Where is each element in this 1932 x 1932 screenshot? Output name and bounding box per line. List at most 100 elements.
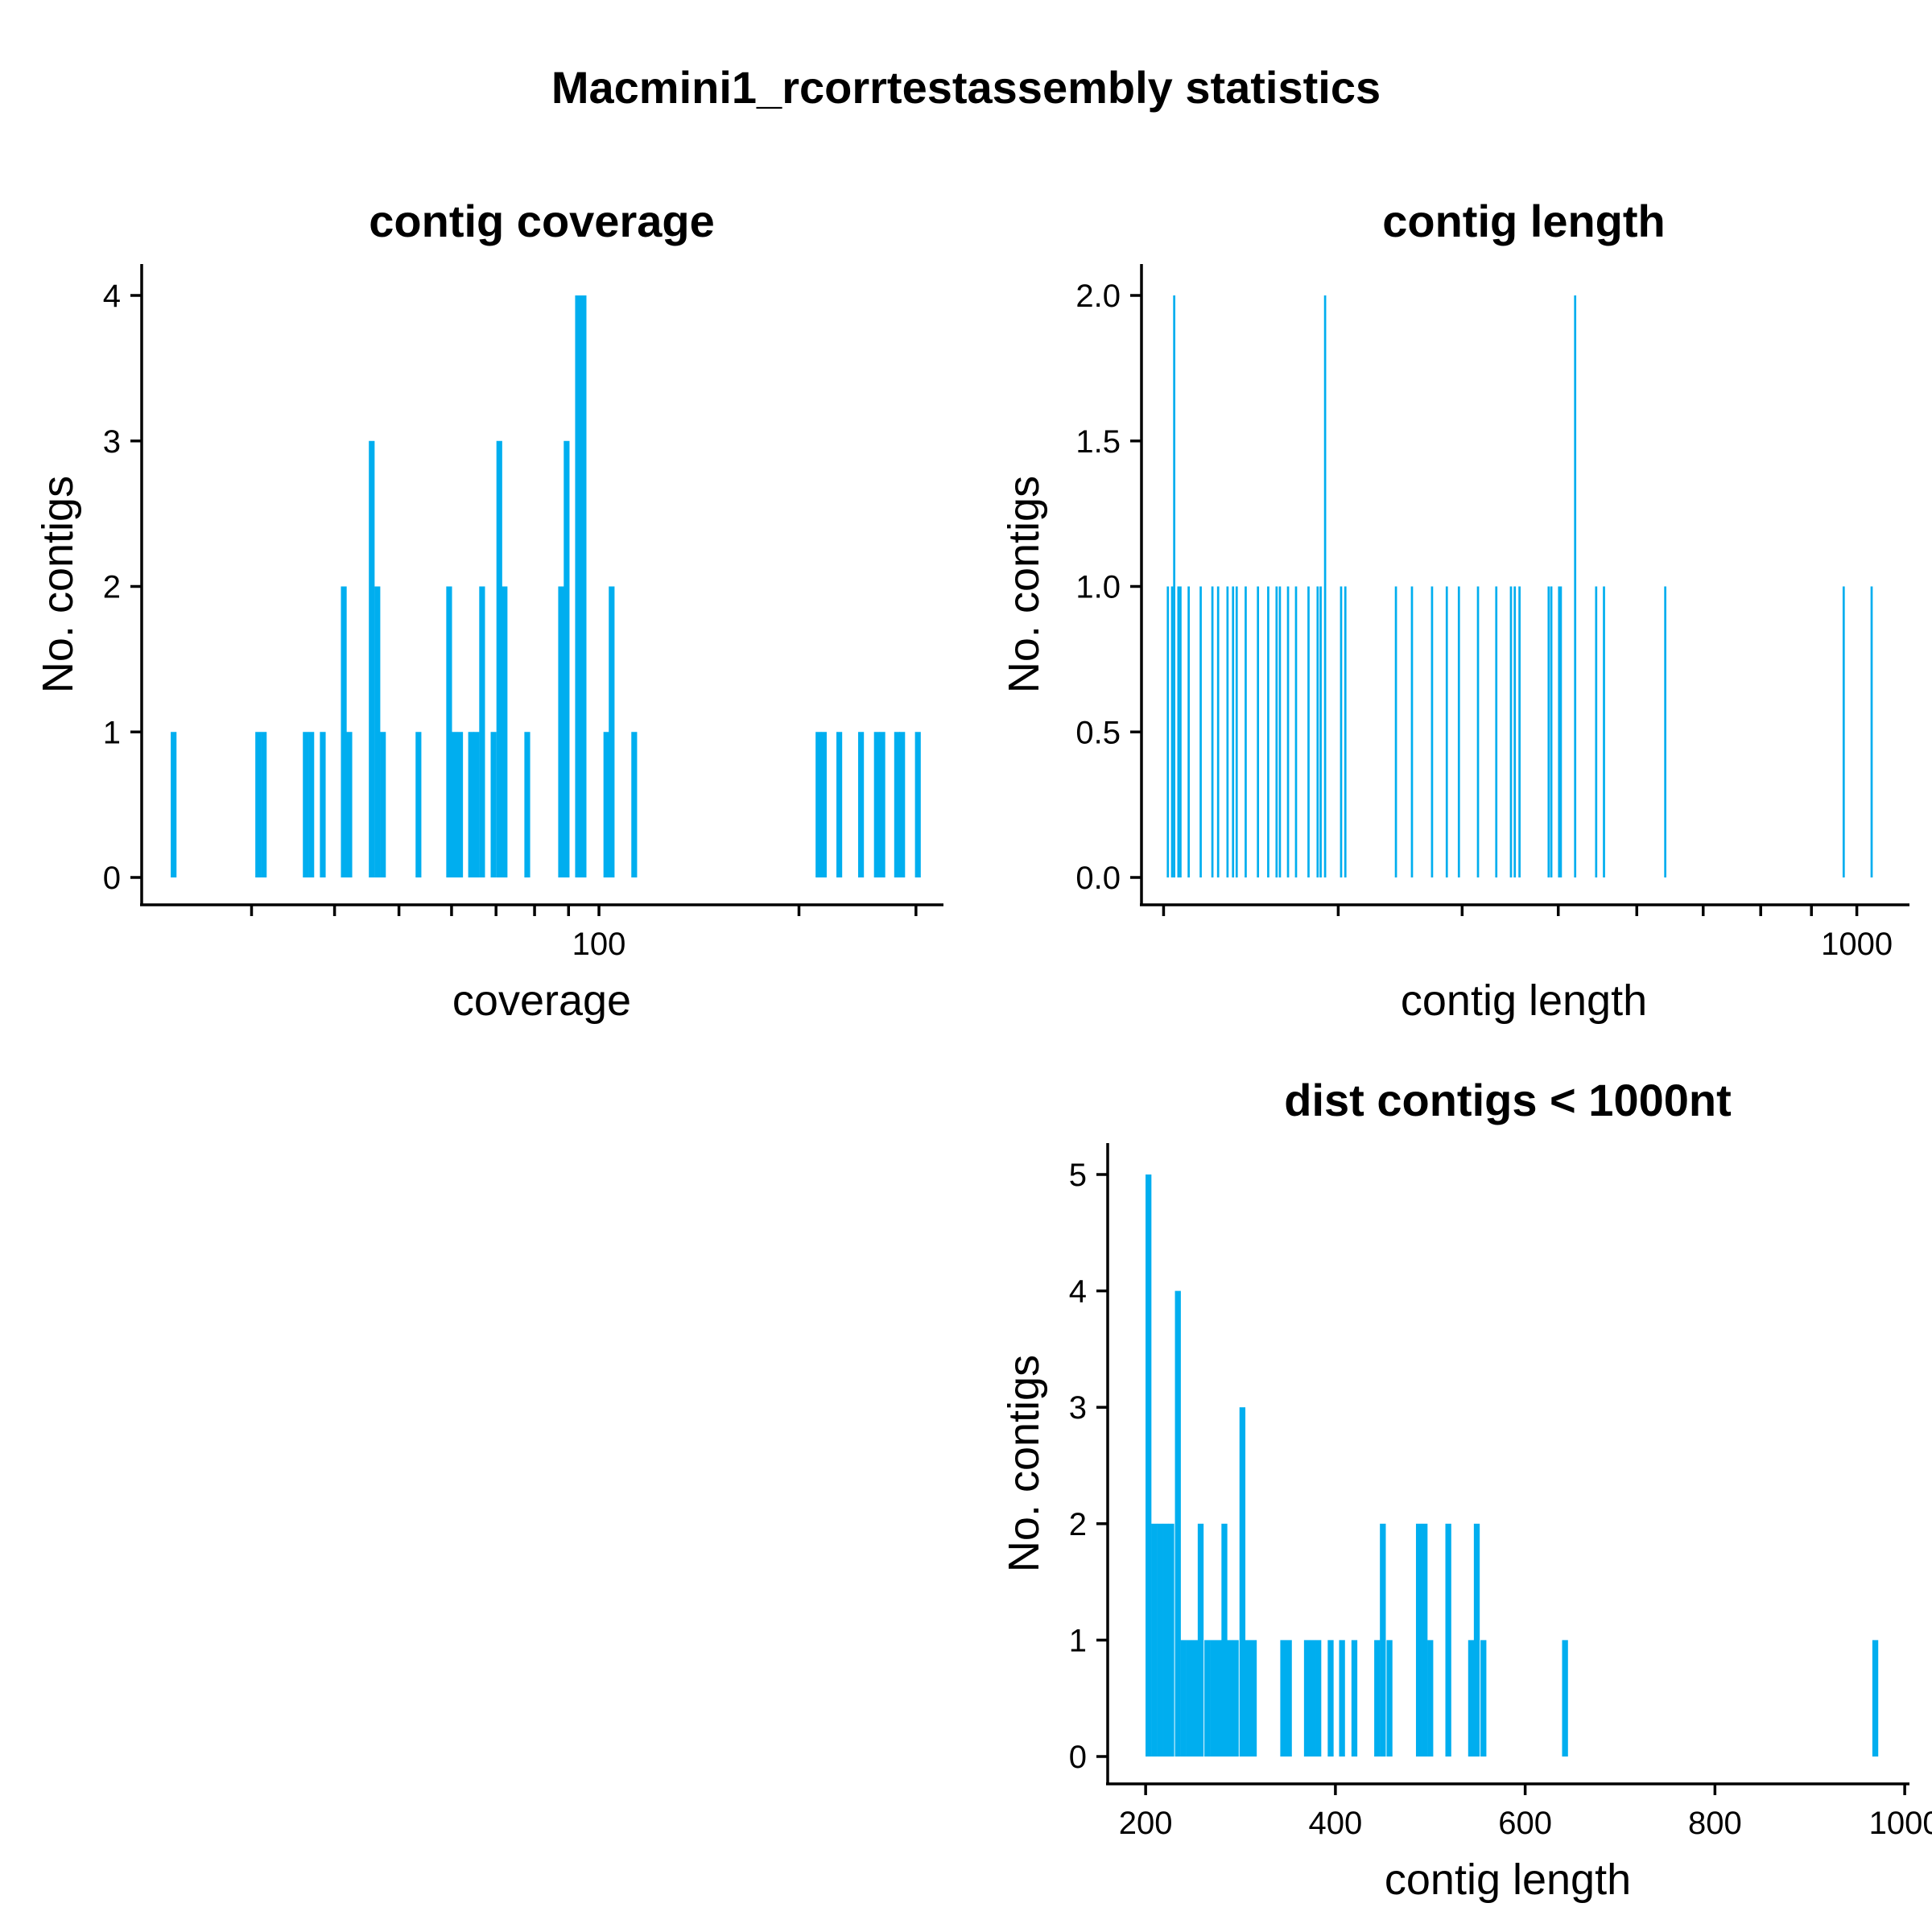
short-bar (1216, 1640, 1222, 1757)
length-bar (1278, 586, 1282, 877)
length-bar (1558, 586, 1561, 877)
length-bar (1245, 586, 1247, 877)
length-y-tick-label: 2.0 (1075, 279, 1121, 314)
length-bar (1211, 586, 1214, 877)
coverage-x-ticks: 100 (250, 905, 918, 962)
short-bar (1427, 1640, 1434, 1757)
coverage-bar (308, 732, 315, 877)
length-bar (1664, 586, 1666, 877)
figure-title: Macmini1_rcorrtestassembly statistics (551, 62, 1381, 113)
coverage-bar (609, 586, 615, 877)
length-bar (1603, 586, 1605, 877)
coverage-y-tick-label: 3 (103, 424, 121, 460)
length-bar (1199, 586, 1202, 877)
short-bar (1197, 1523, 1204, 1757)
coverage-bar (496, 440, 502, 877)
length-bars (1166, 295, 1873, 877)
length-bar (1187, 586, 1190, 877)
short-bar (1180, 1640, 1187, 1757)
coverage-bar (451, 732, 458, 877)
coverage-bar (303, 732, 309, 877)
coverage-bar (858, 732, 865, 877)
short-bar (1468, 1640, 1475, 1757)
coverage-bar (524, 732, 530, 877)
length-bar (1179, 586, 1182, 877)
short-bar (1204, 1640, 1211, 1757)
length-bar (1476, 586, 1480, 877)
short-bar (1351, 1640, 1358, 1757)
short-bar (1168, 1523, 1174, 1757)
length-bar (1513, 586, 1517, 877)
short-y-tick-label: 4 (1069, 1274, 1087, 1310)
short-y-tick-label: 2 (1069, 1507, 1087, 1542)
short-bar (1250, 1640, 1257, 1757)
short-bar (1227, 1640, 1233, 1757)
length-bar (1173, 295, 1176, 877)
length-bar (1216, 586, 1220, 877)
length-bar (1275, 586, 1278, 877)
coverage-bar (894, 732, 900, 877)
length-bar (1595, 586, 1598, 877)
short-x-tick-label: 200 (1119, 1806, 1173, 1841)
length-bar (1430, 586, 1434, 877)
length-y-tick-label: 0.0 (1075, 861, 1121, 896)
coverage-bar (564, 440, 570, 877)
short-y-tick-label: 3 (1069, 1390, 1087, 1426)
coverage-bar (255, 732, 262, 877)
coverage-bar (374, 586, 381, 877)
coverage-y-tick-label: 2 (103, 570, 121, 605)
short-y-tick-label: 1 (1069, 1623, 1087, 1658)
length-bar (1550, 586, 1553, 877)
coverage-bar (580, 295, 587, 877)
short-bar (1286, 1640, 1292, 1757)
short-x-axis-title: contig length (1385, 1856, 1631, 1904)
length-y-ticks: 0.0 0.5 1.0 1.5 2.0 (1075, 279, 1141, 896)
short-bar (1151, 1523, 1158, 1757)
coverage-bar (558, 586, 564, 877)
length-bar (1518, 586, 1521, 877)
short-bar (1422, 1523, 1428, 1757)
length-bar (1323, 295, 1327, 877)
coverage-bar (914, 732, 921, 877)
short-y-axis-title: No. contigs (1000, 1355, 1048, 1572)
coverage-bar (320, 732, 326, 877)
coverage-bar (479, 586, 485, 877)
coverage-bar (873, 732, 880, 877)
short-bar (1146, 1174, 1152, 1757)
coverage-bar (456, 732, 464, 877)
length-x-tick-label: 1000 (1821, 927, 1893, 962)
coverage-y-tick-label: 0 (103, 861, 121, 896)
short-bar (1415, 1523, 1422, 1757)
length-bar (1547, 586, 1550, 877)
coverage-bar (879, 732, 886, 877)
coverage-y-axis-title: No. contigs (34, 476, 82, 693)
coverage-bar (502, 586, 508, 877)
short-bar (1210, 1640, 1216, 1757)
short-bar (1386, 1640, 1393, 1757)
length-bar (1177, 586, 1180, 877)
coverage-bar (380, 732, 386, 877)
short-bar (1239, 1407, 1246, 1757)
coverage-bar (415, 732, 422, 877)
length-bar (1559, 586, 1563, 877)
length-bar (1294, 586, 1298, 877)
coverage-bars (171, 295, 921, 877)
short-bar (1380, 1523, 1386, 1757)
short-bar (1445, 1523, 1451, 1757)
coverage-bar (369, 440, 375, 877)
short-bar (1327, 1640, 1334, 1757)
coverage-bar (820, 732, 827, 877)
coverage-bar (575, 295, 581, 877)
length-bar (1232, 586, 1235, 877)
short-bar (1232, 1640, 1239, 1757)
coverage-x-tick-label: 100 (572, 927, 626, 962)
short-bar (1339, 1640, 1345, 1757)
coverage-bar (171, 732, 177, 877)
coverage-panel-title: contig coverage (369, 196, 714, 246)
length-y-axis-title: No. contigs (1000, 476, 1048, 693)
coverage-y-ticks: 0 1 2 3 4 (103, 279, 142, 896)
length-bar (1235, 586, 1238, 877)
length-bar (1445, 586, 1448, 877)
